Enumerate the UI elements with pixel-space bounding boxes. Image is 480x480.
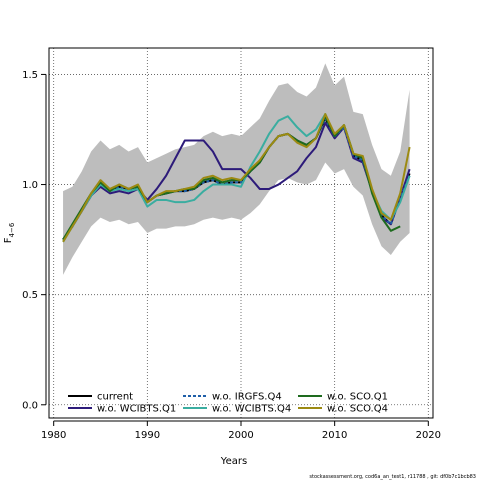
legend-label-1: w.o. WCIBTS.Q1	[97, 404, 176, 415]
y-tick-label-0: 0.0	[22, 400, 38, 411]
x-tick-label-3: 2010	[322, 430, 347, 441]
plot-frame	[48, 47, 434, 419]
y-axis: 0.0 0.5 1.0 1.5	[22, 70, 47, 411]
x-tick-label-4: 2020	[416, 430, 441, 441]
x-tick-label-0: 1980	[41, 430, 66, 441]
series-line-2	[62, 117, 411, 241]
legend-label-3: w.o. WCIBTS.Q4	[212, 404, 291, 415]
x-tick-label-1: 1990	[135, 430, 160, 441]
legend-label-0: current	[97, 392, 133, 403]
x-axis: 1980 1990 2000 2010 2020	[41, 420, 441, 441]
y-axis-title-subscript: 4−6	[8, 222, 16, 237]
y-tick-label-3: 1.5	[22, 70, 38, 81]
grid-layer	[49, 48, 433, 418]
legend-label-4: w.o. SCO.Q1	[327, 392, 388, 403]
x-tick-label-2: 2000	[228, 430, 253, 441]
y-tick-label-2: 1.0	[22, 180, 38, 191]
caption: stockassessment.org, cod6a_an_test1, r11…	[309, 474, 476, 480]
y-axis-title-main: F	[3, 237, 14, 243]
y-axis-title: F4−6	[3, 222, 16, 243]
x-axis-title: Years	[220, 456, 247, 467]
y-tick-label-1: 0.5	[22, 290, 38, 301]
series-layer	[62, 113, 411, 243]
legend-label-5: w.o. SCO.Q4	[327, 404, 388, 415]
legend-label-2: w.o. IRGFS.Q4	[212, 392, 282, 403]
series-line-5	[62, 113, 411, 243]
